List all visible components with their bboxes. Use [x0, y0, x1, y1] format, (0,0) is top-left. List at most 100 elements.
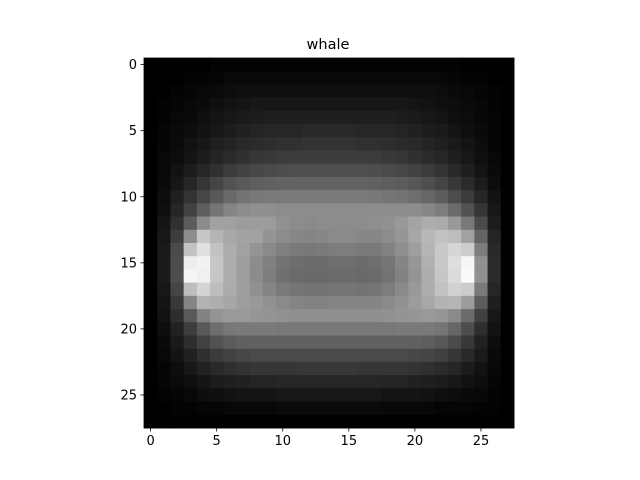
heatmap-cell	[355, 190, 370, 204]
heatmap-cell	[183, 335, 198, 350]
heatmap-cell	[395, 375, 409, 389]
heatmap-cell	[183, 295, 198, 310]
heatmap-cell	[223, 401, 237, 416]
heatmap-cell	[487, 84, 502, 99]
heatmap-cell	[434, 295, 449, 310]
heatmap-cell	[329, 190, 343, 204]
heatmap-cell	[196, 388, 211, 402]
heatmap-cell	[223, 322, 237, 336]
y-tick-label: 25	[120, 388, 137, 403]
heatmap-cell	[157, 309, 171, 323]
heatmap-cell	[355, 110, 370, 125]
heatmap-cell	[196, 401, 211, 416]
heatmap-cell	[395, 361, 409, 376]
heatmap-cell	[461, 335, 475, 350]
heatmap-cell	[315, 190, 330, 204]
y-tick-label: 5	[129, 124, 137, 139]
heatmap-cell	[289, 256, 303, 270]
heatmap-cell	[474, 137, 488, 151]
heatmap-cell	[170, 216, 185, 231]
heatmap-cell	[408, 150, 422, 165]
heatmap-cell	[196, 309, 211, 323]
heatmap-cell	[474, 348, 488, 363]
heatmap-cell	[249, 401, 264, 416]
heatmap-cell	[421, 375, 436, 389]
heatmap-cell	[210, 269, 224, 284]
heatmap-cell	[157, 243, 171, 257]
heatmap-cell	[302, 58, 317, 72]
heatmap-cell	[183, 110, 198, 125]
heatmap-cell	[447, 84, 462, 99]
heatmap-cell	[276, 348, 290, 363]
heatmap-cell	[408, 216, 422, 231]
heatmap-cell	[262, 137, 277, 151]
heatmap-cell	[276, 256, 290, 270]
heatmap-cell	[144, 97, 158, 112]
heatmap-cell	[144, 137, 158, 151]
heatmap-cell	[461, 348, 475, 363]
heatmap-cell	[461, 414, 475, 429]
heatmap-cell	[183, 203, 198, 217]
heatmap-cell	[474, 414, 488, 429]
heatmap-cell	[249, 282, 264, 297]
heatmap-cell	[236, 203, 251, 217]
heatmap-cell	[355, 71, 370, 85]
heatmap-cell	[421, 216, 436, 231]
heatmap-cell	[157, 282, 171, 297]
heatmap-cell	[500, 322, 515, 336]
heatmap-cell	[223, 137, 237, 151]
heatmap-cell	[315, 243, 330, 257]
heatmap-cell	[447, 176, 462, 191]
heatmap-cell	[223, 71, 237, 85]
heatmap-cell	[355, 282, 370, 297]
heatmap-cell	[487, 150, 502, 165]
heatmap-cell	[461, 361, 475, 376]
heatmap-cell	[329, 110, 343, 125]
heatmap-cell	[408, 295, 422, 310]
heatmap-cell	[144, 229, 158, 244]
heatmap-cell	[461, 203, 475, 217]
heatmap-cell	[329, 375, 343, 389]
heatmap-cell	[447, 295, 462, 310]
heatmap-cell	[342, 309, 356, 323]
x-tick-label: 15	[341, 434, 358, 449]
heatmap-cell	[368, 163, 383, 178]
heatmap-cell	[395, 97, 409, 112]
heatmap-cell	[368, 388, 383, 402]
heatmap-cell	[487, 137, 502, 151]
heatmap-cell	[381, 388, 396, 402]
heatmap-cell	[355, 229, 370, 244]
heatmap-cell	[289, 335, 303, 350]
heatmap-cell	[381, 243, 396, 257]
heatmap-cell	[368, 216, 383, 231]
y-tick-label: 20	[120, 322, 137, 337]
heatmap-cell	[421, 348, 436, 363]
heatmap-cell	[342, 256, 356, 270]
heatmap-cell	[434, 229, 449, 244]
heatmap-cell	[276, 335, 290, 350]
heatmap-cell	[249, 335, 264, 350]
heatmap-cell	[144, 361, 158, 376]
heatmap-cell	[276, 414, 290, 429]
heatmap-cell	[381, 414, 396, 429]
heatmap-cell	[210, 124, 224, 138]
heatmap-cell	[408, 388, 422, 402]
heatmap-cell	[236, 229, 251, 244]
heatmap-cell	[249, 295, 264, 310]
heatmap-cell	[368, 71, 383, 85]
heatmap-cell	[196, 216, 211, 231]
heatmap-cell	[421, 110, 436, 125]
heatmap-cell	[289, 414, 303, 429]
heatmap-cell	[170, 97, 185, 112]
heatmap-cell	[487, 190, 502, 204]
heatmap-cell	[315, 150, 330, 165]
heatmap-cell	[183, 282, 198, 297]
heatmap-cell	[421, 163, 436, 178]
heatmap-cell	[474, 256, 488, 270]
heatmap-cell	[223, 375, 237, 389]
heatmap-cell	[368, 124, 383, 138]
heatmap-cell	[276, 71, 290, 85]
heatmap-cell	[461, 401, 475, 416]
heatmap-cell	[381, 256, 396, 270]
heatmap-cell	[315, 401, 330, 416]
